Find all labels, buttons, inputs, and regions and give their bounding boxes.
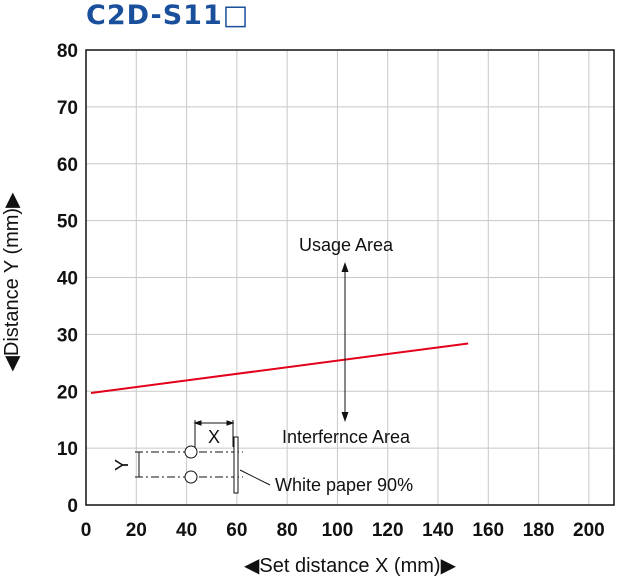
x-tick-label: 60 [226,520,247,541]
interference-area-label: Interfernce Area [282,427,411,447]
y-axis-ticks: 0 10 20 30 40 50 60 70 80 [57,41,78,517]
x-marker-label: X [208,427,220,447]
y-tick-label: 40 [57,269,78,290]
grid [86,50,614,505]
y-tick-label: 60 [57,155,78,176]
y-tick-label: 20 [57,382,78,403]
x-tick-label: 200 [573,520,605,541]
y-tick-label: 50 [57,212,78,233]
y-tick-label: 70 [57,98,78,119]
x-tick-label: 20 [126,520,147,541]
x-tick-label: 160 [472,520,504,541]
y-tick-label: 0 [67,496,78,517]
chart-title: C2D-S11□ [86,0,250,31]
x-tick-label: 40 [176,520,197,541]
y-tick-label: 80 [57,41,78,62]
y-marker-label: Y [112,459,132,471]
x-tick-label: 140 [422,520,454,541]
x-tick-label: 100 [322,520,354,541]
y-tick-label: 30 [57,325,78,346]
x-tick-label: 0 [81,520,92,541]
series-group [90,342,469,394]
plot-area [85,49,615,506]
x-tick-label: 180 [523,520,555,541]
x-tick-label: 80 [277,520,298,541]
x-axis-label: ◀Set distance X (mm)▶ [244,555,457,577]
series-line [90,342,469,394]
area-divider-arrow [341,262,349,422]
x-tick-label: 120 [372,520,404,541]
setup-diagram [135,420,271,494]
x-axis-ticks: 0 20 40 60 80 100 120 140 160 180 200 [81,520,605,541]
usage-area-label: Usage Area [299,235,394,255]
y-axis-label: ◀Distance Y (mm)▶ [1,192,23,372]
y-tick-label: 10 [57,439,78,460]
white-paper-label: White paper 90% [275,475,413,495]
